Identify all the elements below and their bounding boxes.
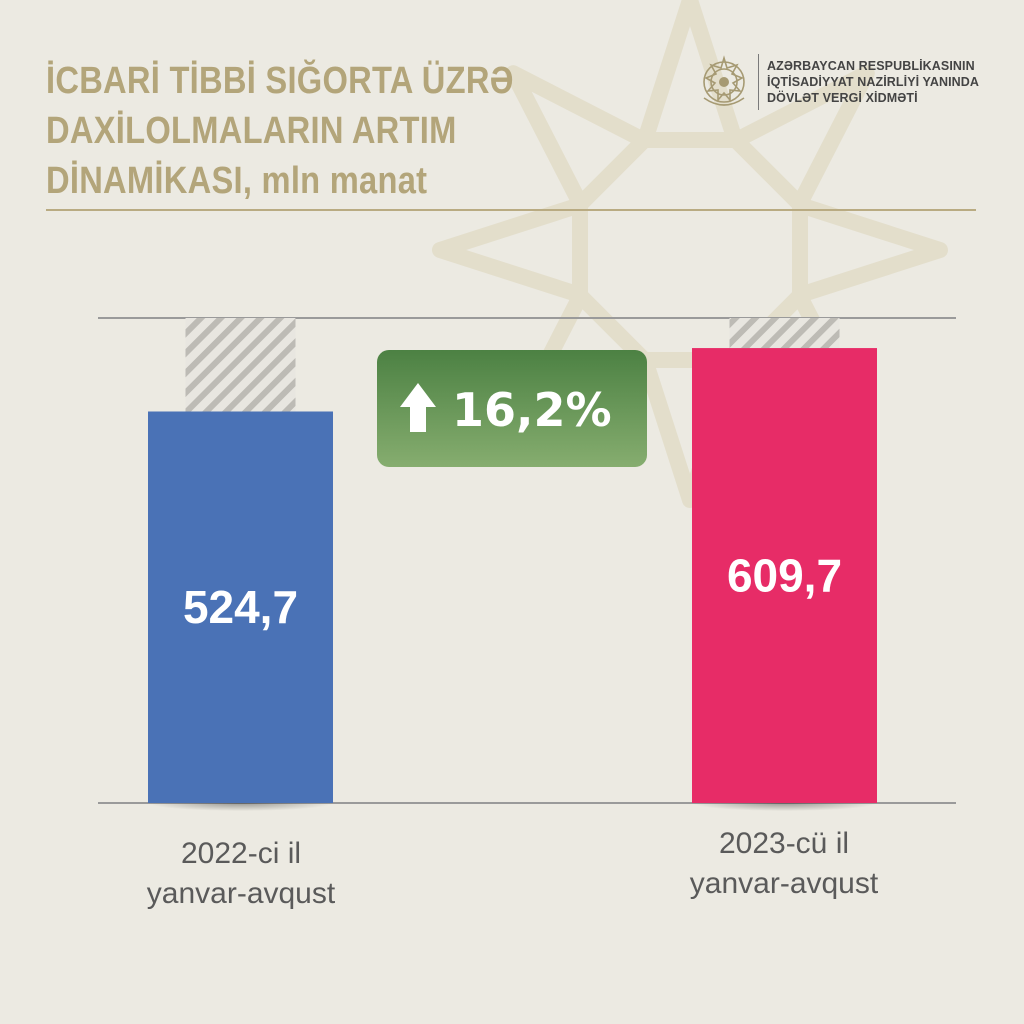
bar-2022 xyxy=(148,411,333,803)
bar-2022-value-label: 524,7 xyxy=(183,581,298,633)
title-line-3: DİNAMİKASI, mln manat xyxy=(46,160,428,202)
category-label-2022-line-2: yanvar-avqust xyxy=(146,877,336,910)
org-divider xyxy=(758,54,759,110)
bar-2023 xyxy=(692,348,877,803)
title-line-1: İCBARİ TİBBİ SIĞORTA ÜZRƏ xyxy=(46,60,514,102)
org-line-1: AZƏRBAYCAN RESPUBLİKASININ xyxy=(767,59,975,73)
org-line-2: İQTİSADİYYAT NAZİRLİYİ YANINDA xyxy=(767,75,980,89)
chart-title: İCBARİ TİBBİ SIĞORTA ÜZRƏ DAXİLOLMALARIN… xyxy=(46,56,528,206)
up-arrow-icon xyxy=(400,383,436,432)
category-label-2023: 2023-cü il yanvar-avqust xyxy=(624,824,944,904)
organization-header: AZƏRBAYCAN RESPUBLİKASININ İQTİSADİYYAT … xyxy=(696,50,979,114)
org-line-3: DÖVLƏT VERGİ XİDMƏTİ xyxy=(767,91,918,105)
category-label-2023-line-2: yanvar-avqust xyxy=(689,867,879,900)
growth-percent: 16,2% xyxy=(452,383,612,437)
category-label-2022-line-1: 2022-ci il xyxy=(180,837,302,870)
bar-2022-remainder xyxy=(185,318,296,412)
growth-badge: 16,2% xyxy=(377,350,647,467)
organization-name: AZƏRBAYCAN RESPUBLİKASININ İQTİSADİYYAT … xyxy=(767,58,979,106)
bar-2023-value-label: 609,7 xyxy=(727,550,842,602)
category-label-2022: 2022-ci il yanvar-avqust xyxy=(81,834,401,914)
title-divider xyxy=(46,209,976,211)
bar-2023-remainder xyxy=(729,318,840,349)
state-emblem-icon xyxy=(703,55,745,106)
category-label-2023-line-1: 2023-cü il xyxy=(718,827,850,860)
title-line-2: DAXİLOLMALARIN ARTIM xyxy=(46,110,457,152)
